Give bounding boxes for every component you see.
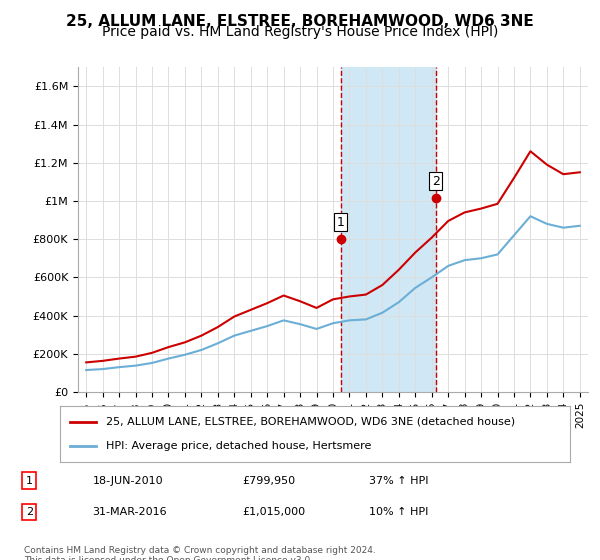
Text: 18-JUN-2010: 18-JUN-2010 <box>92 476 163 486</box>
Text: Price paid vs. HM Land Registry's House Price Index (HPI): Price paid vs. HM Land Registry's House … <box>102 25 498 39</box>
Text: 31-MAR-2016: 31-MAR-2016 <box>92 507 167 517</box>
Text: HPI: Average price, detached house, Hertsmere: HPI: Average price, detached house, Hert… <box>106 441 371 451</box>
Text: 25, ALLUM LANE, ELSTREE, BOREHAMWOOD, WD6 3NE: 25, ALLUM LANE, ELSTREE, BOREHAMWOOD, WD… <box>66 14 534 29</box>
Text: 1: 1 <box>337 216 344 228</box>
Text: Contains HM Land Registry data © Crown copyright and database right 2024.
This d: Contains HM Land Registry data © Crown c… <box>24 546 376 560</box>
Text: £1,015,000: £1,015,000 <box>242 507 305 517</box>
Bar <box>341 67 436 392</box>
Text: 10% ↑ HPI: 10% ↑ HPI <box>369 507 428 517</box>
Text: 2: 2 <box>26 507 33 517</box>
Text: £799,950: £799,950 <box>242 476 296 486</box>
Text: 25, ALLUM LANE, ELSTREE, BOREHAMWOOD, WD6 3NE (detached house): 25, ALLUM LANE, ELSTREE, BOREHAMWOOD, WD… <box>106 417 515 427</box>
Text: 37% ↑ HPI: 37% ↑ HPI <box>369 476 428 486</box>
Text: 1: 1 <box>26 476 33 486</box>
Text: 2: 2 <box>432 175 440 188</box>
